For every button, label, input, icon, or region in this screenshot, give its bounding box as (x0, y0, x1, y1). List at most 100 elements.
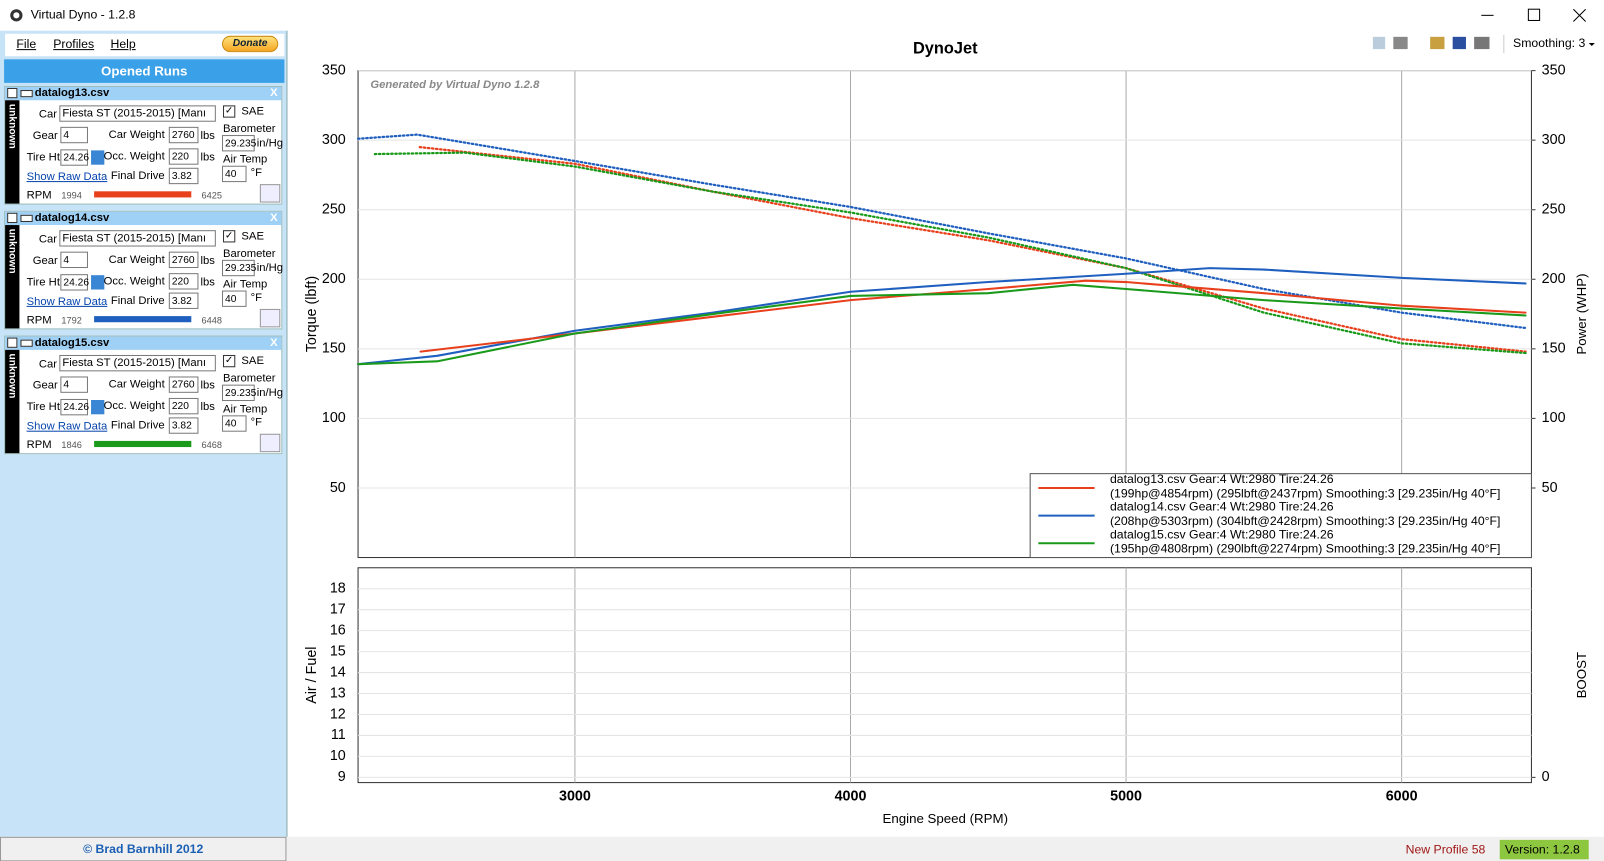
final-drive-input[interactable]: 3.82 (168, 417, 199, 434)
version-badge[interactable] (1499, 839, 1589, 860)
y2-tick-label: 150 (1542, 341, 1566, 357)
calculator-button[interactable] (91, 150, 105, 165)
version-label[interactable]: Version: 1.2.8 (1505, 842, 1580, 856)
run-checkbox[interactable] (7, 212, 18, 224)
air-temp-input[interactable]: 40 (221, 290, 247, 307)
menu-item[interactable]: Help (110, 36, 136, 52)
menu-item[interactable]: Profiles (53, 36, 95, 52)
field-label: Car Weight (108, 253, 165, 266)
y-tick-label: 18 (330, 581, 346, 597)
clipboard-tool[interactable] (1430, 36, 1445, 50)
menu-item[interactable]: File (16, 36, 37, 52)
remove-run[interactable]: X (270, 86, 278, 100)
side-strip: unknown (5, 225, 20, 329)
legend-text: (208hp@5303rpm) (304lbft@2428rpm) Smooth… (1110, 514, 1501, 528)
zoom-tool[interactable] (1372, 36, 1386, 50)
calculator-button[interactable] (91, 275, 105, 290)
car-weight-input[interactable]: 2760 (168, 376, 199, 393)
legend-text: (195hp@4808rpm) (290lbft@2274rpm) Smooth… (1110, 542, 1501, 556)
remove-run[interactable]: X (270, 211, 278, 225)
rpm-slider[interactable] (94, 440, 192, 448)
air-temp-input[interactable]: 40 (221, 415, 247, 432)
graph-button[interactable] (259, 308, 281, 328)
remove-run[interactable]: X (270, 336, 278, 349)
barometer-input[interactable]: 29.235 (221, 135, 256, 152)
sae-checkbox[interactable]: ✓ (223, 354, 236, 368)
run-checkbox[interactable] (7, 87, 18, 99)
sae-checkbox[interactable]: ✓ (223, 105, 236, 118)
field-label: Car Weight (108, 378, 165, 391)
car-weight-input[interactable]: 2760 (168, 126, 199, 144)
field-label: Car (38, 233, 58, 246)
field-label: lbs (200, 401, 215, 414)
barometer-input[interactable]: 29.235 (221, 259, 256, 277)
show-raw-data[interactable]: Show Raw Data (26, 420, 108, 433)
run-checkbox[interactable] (7, 337, 18, 348)
series-line (373, 151, 1527, 355)
x-axis-label: Engine Speed (RPM) (883, 811, 1009, 826)
final-drive-input[interactable]: 3.82 (168, 167, 199, 185)
rpm-max: 6425 (201, 190, 223, 201)
watermark: Generated by Virtual Dyno 1.2.8 (370, 79, 540, 91)
filter-tool[interactable] (1393, 36, 1408, 50)
field-label: RPM (26, 189, 52, 202)
tire-height-input[interactable]: 24.26 (60, 398, 89, 416)
field-label: Occ. Weight (103, 399, 165, 413)
occ-weight-input[interactable]: 220 (168, 148, 199, 165)
occ-weight-input[interactable]: 220 (168, 397, 199, 415)
series-line (419, 279, 1527, 353)
rpm-slider[interactable] (94, 316, 192, 323)
car-weight-input[interactable]: 2760 (168, 251, 199, 269)
final-drive-input[interactable]: 3.82 (168, 292, 199, 309)
dropdown-arrow (1588, 42, 1595, 47)
tire-height-input[interactable]: 24.26 (60, 149, 89, 166)
field-label: °F (250, 416, 263, 429)
gear-select[interactable]: 4 (60, 376, 88, 393)
occ-weight-input[interactable]: 220 (168, 273, 199, 290)
show-raw-data[interactable]: Show Raw Data (26, 295, 108, 308)
rpm-max: 6468 (201, 439, 223, 451)
run-icon (20, 339, 33, 347)
donate-button[interactable]: Donate (221, 35, 279, 53)
sae-checkbox[interactable]: ✓ (223, 230, 236, 243)
series-line (357, 283, 1527, 366)
rpm-slider[interactable] (94, 191, 192, 198)
maximize-button[interactable] (1527, 8, 1541, 21)
legend-text: datalog15.csv Gear:4 Wt:2980 Tire:24.26 (1110, 527, 1334, 541)
gear-select[interactable]: 4 (60, 126, 88, 144)
field-label: lbs (200, 151, 215, 164)
field-label: in/Hg (256, 137, 284, 150)
car-select[interactable]: Fiesta ST (2015-2015) [Manı (59, 354, 216, 372)
graph-button[interactable] (259, 184, 281, 203)
y2-axis-label: Power (WHP) (1574, 273, 1589, 354)
run-filename: datalog15.csv (34, 336, 110, 349)
field-label: °F (250, 291, 263, 304)
field-label: Barometer (223, 122, 276, 136)
calculator-button[interactable] (91, 399, 105, 415)
close-button[interactable] (1573, 8, 1587, 22)
field-label: RPM (26, 438, 52, 452)
tire-height-input[interactable]: 24.26 (60, 274, 89, 291)
smoothing-dropdown[interactable]: Smoothing: 3 (1513, 36, 1585, 50)
legend-text: datalog13.csv Gear:4 Wt:2980 Tire:24.26 (1110, 472, 1334, 486)
print-tool[interactable] (1474, 36, 1490, 50)
save-tool[interactable] (1452, 36, 1466, 50)
field-label: Occ. Weight (103, 150, 165, 163)
field-label: Air Temp (223, 278, 268, 291)
show-raw-data[interactable]: Show Raw Data (26, 170, 108, 184)
barometer-input[interactable]: 29.235 (221, 384, 256, 402)
air-temp-input[interactable]: 40 (221, 165, 247, 183)
graph-button[interactable] (259, 433, 281, 453)
side-strip: unknown (5, 349, 20, 454)
y2-tick-label: 0 (1542, 769, 1550, 785)
y2-tick-label: 300 (1542, 132, 1566, 148)
field-label: Gear (32, 129, 58, 143)
y-tick-label: 12 (330, 706, 346, 722)
car-select[interactable]: Fiesta ST (2015-2015) [Manı (59, 105, 216, 122)
y-tick-label: 9 (338, 769, 346, 785)
field-label: lbs (200, 276, 215, 289)
gear-select[interactable]: 4 (60, 251, 88, 269)
field-label: Final Drive (110, 294, 165, 307)
car-select[interactable]: Fiesta ST (2015-2015) [Manı (59, 230, 216, 247)
